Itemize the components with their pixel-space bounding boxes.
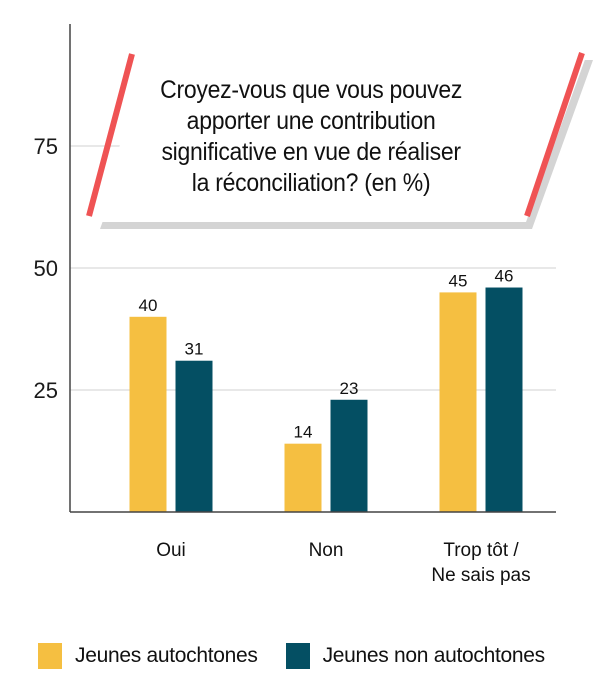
bar-jeunes-autochtones <box>129 316 167 512</box>
bar-jeunes-autochtones <box>284 443 322 512</box>
bars: 40 31 14 23 45 46 <box>129 267 523 512</box>
bar-value-label: 23 <box>340 379 359 398</box>
left-accent-slash <box>86 53 135 217</box>
y-tick-label: 25 <box>34 378 58 403</box>
legend-item-jeunes-non-autochtones: Jeunes non autochtones <box>285 643 546 669</box>
bar-jeunes-non-autochtones <box>330 399 368 512</box>
axes: 25 50 75 Oui Non Trop tôt / Ne sais pas <box>34 24 556 586</box>
y-tick-label: 50 <box>34 256 58 281</box>
bar-jeunes-non-autochtones <box>485 287 523 512</box>
bar-value-label: 46 <box>495 267 514 286</box>
bar-value-label: 14 <box>294 423 313 442</box>
x-category-label: Oui <box>156 540 186 561</box>
bar-jeunes-non-autochtones <box>175 360 213 512</box>
x-category-label: Trop tôt / Ne sais pas <box>431 540 530 586</box>
legend: Jeunes autochtones Jeunes non autochtone… <box>38 643 573 669</box>
chart-title-box: Croyez-vous que vous pouvez apporter une… <box>96 52 526 222</box>
x-category-label: Non <box>309 540 344 561</box>
legend-swatch-teal <box>285 643 310 669</box>
legend-label: Jeunes autochtones <box>75 644 258 667</box>
bar-value-label: 45 <box>449 271 468 290</box>
chart-title: Croyez-vous que vous pouvez apporter une… <box>160 76 462 197</box>
title-box-background <box>92 54 587 222</box>
bar-value-label: 31 <box>185 340 204 359</box>
bar-value-label: 40 <box>139 296 158 315</box>
y-tick-label: 75 <box>34 134 58 159</box>
bar-jeunes-autochtones <box>439 292 477 512</box>
title-decoration <box>86 52 593 229</box>
legend-label: Jeunes non autochtones <box>322 644 546 667</box>
legend-swatch-yellow <box>38 643 62 669</box>
legend-item-jeunes-autochtones: Jeunes autochtones <box>38 643 258 669</box>
right-accent-slash <box>524 52 585 217</box>
